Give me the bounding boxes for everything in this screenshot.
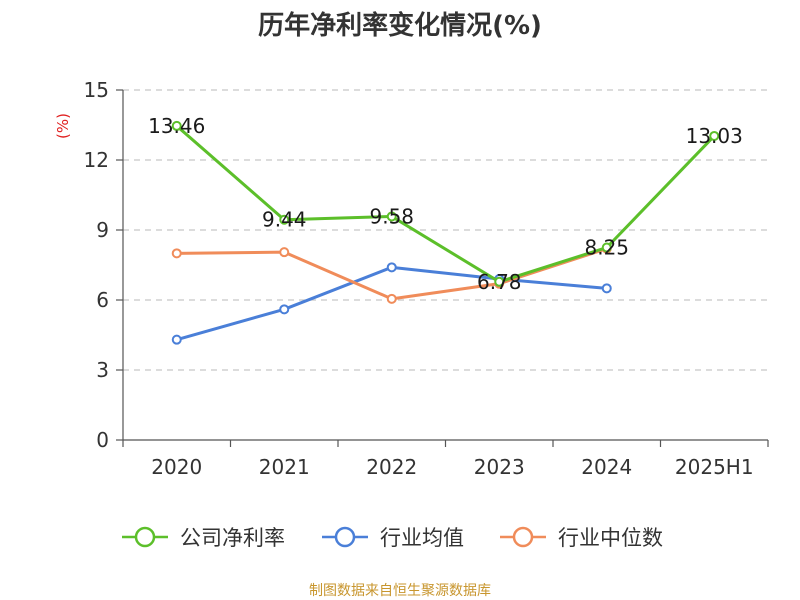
y-tick-label: 6 bbox=[96, 288, 109, 312]
x-tick-label: 2025H1 bbox=[675, 455, 754, 479]
legend: 公司净利率 行业均值 行业中位数 bbox=[122, 526, 663, 550]
legend-item-1: 行业均值 bbox=[322, 526, 464, 550]
legend-marker-swatch bbox=[134, 526, 156, 548]
legend-label: 公司净利率 bbox=[180, 526, 285, 550]
series-line-2 bbox=[175, 247, 609, 301]
x-tick-label: 2023 bbox=[474, 455, 525, 479]
data-label: 9.58 bbox=[369, 204, 414, 228]
x-tick-label: 2024 bbox=[581, 455, 632, 479]
data-point-series-0 bbox=[494, 276, 505, 287]
data-label: 8.25 bbox=[584, 236, 629, 260]
y-tick-label: 15 bbox=[84, 78, 109, 102]
legend-item-2: 行业中位数 bbox=[500, 526, 663, 550]
series-line-0 bbox=[175, 124, 716, 284]
data-point-series-1 bbox=[279, 304, 290, 315]
series-layer bbox=[171, 120, 720, 345]
data-label: 13.03 bbox=[686, 124, 743, 148]
x-tick-label: 2022 bbox=[366, 455, 417, 479]
legend-marker-swatch bbox=[334, 526, 356, 548]
legend-item-0: 公司净利率 bbox=[122, 526, 285, 550]
data-point-series-2 bbox=[279, 247, 290, 258]
data-label: 13.46 bbox=[148, 114, 205, 138]
y-tick-label: 3 bbox=[96, 358, 109, 382]
data-point-series-0 bbox=[601, 242, 612, 253]
legend-marker-swatch bbox=[512, 526, 534, 548]
y-tick-label: 12 bbox=[84, 148, 109, 172]
legend-label: 行业均值 bbox=[380, 526, 464, 550]
legend-label: 行业中位数 bbox=[558, 526, 663, 550]
chart-title: 历年净利率变化情况(%) bbox=[258, 10, 542, 41]
data-point-series-0 bbox=[171, 120, 182, 131]
data-point-series-2 bbox=[386, 293, 397, 304]
data-point-series-1 bbox=[601, 283, 612, 294]
gridlines bbox=[123, 89, 768, 371]
data-point-series-2 bbox=[171, 248, 182, 259]
data-label: 6.78 bbox=[477, 270, 522, 294]
source-note: 制图数据来自恒生聚源数据库 bbox=[309, 583, 491, 599]
x-axis-ticks: 2020 2021 2022 2023 2024 2025H1 bbox=[122, 440, 769, 479]
x-tick-label: 2021 bbox=[259, 455, 310, 479]
data-point-series-0 bbox=[279, 214, 290, 225]
y-tick-label: 9 bbox=[96, 218, 109, 242]
data-point-series-1 bbox=[386, 262, 397, 273]
data-point-series-0 bbox=[386, 211, 397, 222]
x-tick-label: 2020 bbox=[151, 455, 202, 479]
data-label: 9.44 bbox=[262, 208, 307, 232]
y-axis-unit-label: (%) bbox=[54, 113, 72, 139]
data-point-series-0 bbox=[709, 130, 720, 141]
axes bbox=[122, 90, 768, 441]
y-axis-ticks: 0 3 6 9 12 15 bbox=[84, 78, 123, 452]
y-tick-label: 0 bbox=[96, 428, 109, 452]
data-labels: 13.46 9.44 9.58 6.78 8.25 13.03 bbox=[148, 114, 743, 294]
data-point-series-1 bbox=[171, 334, 182, 345]
